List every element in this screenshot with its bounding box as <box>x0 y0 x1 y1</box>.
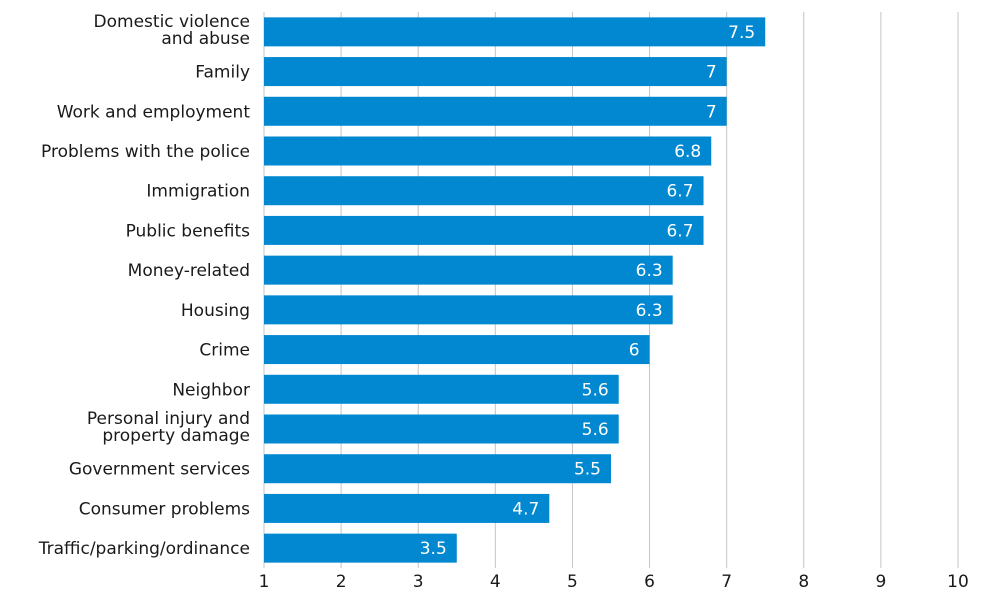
bar <box>264 493 550 523</box>
bar <box>264 533 457 563</box>
bar-value-label: 7 <box>706 102 717 122</box>
bar-value-label: 5.6 <box>582 420 609 440</box>
bar <box>264 374 619 404</box>
bar <box>264 414 619 444</box>
category-label: Crime <box>199 341 250 361</box>
bar <box>264 454 611 484</box>
bar-value-label: 5.6 <box>582 380 609 400</box>
bar-value-label: 6 <box>629 341 640 361</box>
bar-value-label: 6.3 <box>636 261 663 281</box>
bar <box>264 17 766 47</box>
bar-value-label: 6.7 <box>666 182 693 202</box>
bar-value-label: 6.3 <box>636 301 663 321</box>
bar <box>264 96 727 126</box>
category-labels: Domestic violence and abuse Family Work and… <box>38 12 251 559</box>
bar-value-label: 3.5 <box>420 539 447 559</box>
category-label: Public benefits <box>126 221 251 241</box>
bar <box>264 176 704 206</box>
bar-value-label: 6.8 <box>674 142 701 162</box>
gridlines <box>263 12 959 568</box>
category-label: Housing <box>181 301 250 321</box>
category-label: Immigration <box>146 182 250 202</box>
category-label: Government services <box>69 460 250 480</box>
x-axis-ticks: 1 2 3 4 5 6 7 8 9 10 <box>259 572 969 590</box>
x-tick-label: 3 <box>413 572 424 590</box>
category-label: Traffic/parking/ordinance <box>38 539 250 559</box>
category-label: Personal injury and property damage <box>87 409 250 446</box>
bar <box>264 57 727 87</box>
bar-value-label: 5.5 <box>574 460 601 480</box>
x-tick-label: 7 <box>721 572 732 590</box>
category-label: Problems with the police <box>41 142 250 162</box>
bar <box>264 255 673 285</box>
x-tick-label: 9 <box>875 572 886 590</box>
bar <box>264 335 650 365</box>
x-tick-label: 2 <box>336 572 347 590</box>
x-tick-label: 6 <box>644 572 655 590</box>
bar <box>264 295 673 325</box>
bar-value-label: 7 <box>706 63 717 83</box>
category-label: Neighbor <box>172 380 250 400</box>
x-tick-label: 4 <box>490 572 501 590</box>
category-label: Money-related <box>128 261 250 281</box>
bar-value-label: 7.5 <box>728 23 755 43</box>
category-label: Work and employment <box>57 102 251 122</box>
bar <box>264 215 704 245</box>
category-label: Consumer problems <box>79 499 250 519</box>
x-tick-label: 8 <box>798 572 809 590</box>
bar <box>264 136 712 166</box>
category-label: Domestic violence and abuse <box>94 12 250 49</box>
x-tick-label: 1 <box>259 572 270 590</box>
x-tick-label: 10 <box>947 572 969 590</box>
x-tick-label: 5 <box>567 572 578 590</box>
category-label: Family <box>195 63 250 83</box>
bar-value-label: 6.7 <box>666 221 693 241</box>
bar-value-label: 4.7 <box>512 499 539 519</box>
